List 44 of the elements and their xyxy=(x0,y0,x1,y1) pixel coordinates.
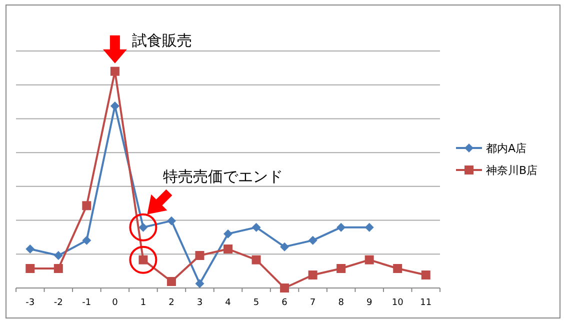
x-tick-label: 6 xyxy=(282,298,288,308)
point xyxy=(224,244,232,254)
point xyxy=(54,250,63,260)
point xyxy=(54,264,63,273)
x-tick-label: -2 xyxy=(54,298,63,308)
point xyxy=(252,255,261,264)
point xyxy=(393,264,402,273)
x-tick-label: 4 xyxy=(225,298,232,308)
annotation: 特売売価でエンド xyxy=(163,167,284,186)
point xyxy=(308,270,318,280)
x-tick-label: 10 xyxy=(392,298,404,308)
x-tick-label: 1 xyxy=(140,298,146,308)
x-tick-label: 9 xyxy=(366,298,372,308)
point xyxy=(26,244,35,254)
point xyxy=(195,250,204,260)
x-tick-label: -3 xyxy=(26,298,35,308)
point xyxy=(336,222,346,232)
annotation: 試食販売 xyxy=(132,31,192,50)
point xyxy=(224,229,232,238)
x-tick-label: -1 xyxy=(82,298,92,308)
x-tick-label: 8 xyxy=(338,298,344,308)
x-tick-label: 11 xyxy=(420,298,432,308)
point xyxy=(280,284,290,292)
point xyxy=(26,264,35,273)
point xyxy=(82,236,92,245)
x-tick-label: 2 xyxy=(168,298,174,308)
x-tick-label: 7 xyxy=(310,298,316,308)
point xyxy=(280,242,290,252)
point xyxy=(195,279,204,288)
x-tick-label: 3 xyxy=(196,298,203,308)
point xyxy=(308,236,318,245)
x-tick-label: 0 xyxy=(112,298,118,308)
legend-label: 神奈川B店 xyxy=(486,164,538,177)
point xyxy=(421,270,430,280)
point xyxy=(336,264,346,273)
point xyxy=(166,277,176,286)
legend-label: 都内A店 xyxy=(486,142,527,155)
point xyxy=(166,216,176,226)
point xyxy=(364,222,374,232)
point xyxy=(364,255,374,264)
point xyxy=(110,66,120,76)
point xyxy=(82,201,92,210)
point xyxy=(252,222,261,232)
x-tick-label: 5 xyxy=(253,298,260,308)
